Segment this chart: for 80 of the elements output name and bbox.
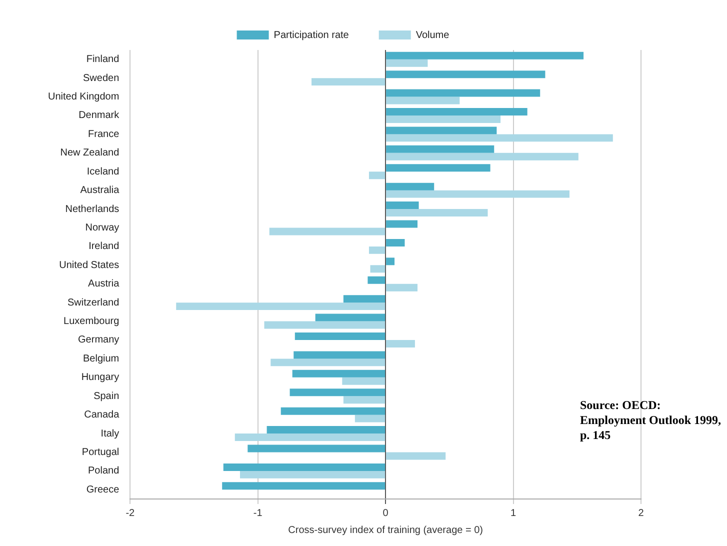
bar — [176, 302, 386, 310]
bar — [343, 295, 386, 303]
y-tick-label: Sweden — [83, 72, 120, 84]
x-tick-label: 2 — [638, 508, 644, 519]
bar — [386, 89, 540, 97]
x-tick-label: 1 — [510, 508, 517, 519]
y-tick-label: Luxembourg — [64, 316, 120, 328]
bar — [386, 52, 584, 60]
bar — [264, 321, 386, 329]
bar — [234, 434, 386, 442]
y-tick-label: Greece — [86, 484, 120, 496]
x-tick-label: -2 — [126, 508, 136, 519]
bar — [294, 351, 386, 359]
bar — [269, 228, 386, 236]
bar — [386, 238, 405, 246]
y-tick-label: Australia — [80, 185, 120, 196]
y-tick-label: United Kingdom — [48, 92, 120, 103]
y-tick-label: Portugal — [82, 446, 120, 458]
legend-label: Participation rate — [274, 30, 350, 41]
bar — [292, 370, 386, 378]
y-tick-label: Switzerland — [67, 297, 120, 308]
bar — [294, 332, 386, 340]
bar — [223, 463, 386, 471]
bar — [386, 182, 434, 190]
y-tick-label: Ireland — [88, 241, 120, 252]
y-tick-label: Hungary — [81, 372, 120, 384]
y-tick-label: Finland — [86, 54, 120, 66]
bar — [280, 407, 386, 415]
y-tick-label: Denmark — [78, 110, 120, 122]
bar — [386, 284, 418, 292]
y-tick-label: Italy — [100, 428, 120, 440]
y-tick-label: Austria — [88, 278, 120, 290]
bar — [370, 265, 386, 273]
bar — [222, 482, 386, 490]
bar — [368, 172, 386, 180]
bar — [290, 388, 386, 396]
bar — [248, 444, 386, 452]
y-tick-label: United States — [59, 260, 120, 271]
bar — [386, 202, 419, 210]
bar — [270, 358, 386, 366]
bar — [386, 115, 501, 123]
bar — [312, 78, 386, 86]
y-tick-label: France — [88, 128, 120, 140]
bar — [386, 126, 497, 134]
y-tick-label: Iceland — [86, 166, 120, 178]
y-tick-label: Germany — [78, 334, 120, 346]
y-tick-label: Belgium — [83, 353, 120, 364]
bar — [386, 190, 570, 198]
bar — [266, 426, 386, 434]
y-tick-label: New Zealand — [60, 148, 120, 159]
bar — [368, 276, 386, 284]
bar — [386, 145, 494, 153]
bar — [368, 246, 386, 254]
bar — [354, 414, 386, 422]
bar — [386, 59, 428, 67]
annotation: Source: OECD: Employment Outlook 1999, p. 145 — [580, 398, 722, 443]
x-tick-label: -1 — [253, 508, 263, 519]
bar — [386, 452, 446, 460]
bar — [386, 134, 613, 142]
y-tick-label: Norway — [85, 222, 120, 234]
bar — [386, 96, 460, 104]
x-axis-title: Cross-survey index of training (average = 0) — [288, 524, 483, 536]
bar — [386, 164, 490, 172]
bar — [343, 396, 386, 404]
y-tick-label: Poland — [88, 466, 120, 477]
bar — [315, 314, 386, 322]
bar — [386, 258, 395, 266]
legend-label: Volume — [416, 30, 450, 41]
bar — [240, 470, 386, 478]
bar — [386, 340, 415, 348]
x-tick-label: 0 — [382, 508, 389, 519]
y-tick-label: Netherlands — [65, 204, 120, 215]
bar — [342, 377, 386, 385]
bar — [386, 220, 418, 228]
bar — [386, 70, 546, 78]
bar — [386, 209, 488, 217]
bar — [386, 152, 578, 160]
y-tick-label: Canada — [84, 410, 120, 421]
bar — [386, 108, 528, 116]
y-tick-label: Spain — [94, 390, 120, 402]
